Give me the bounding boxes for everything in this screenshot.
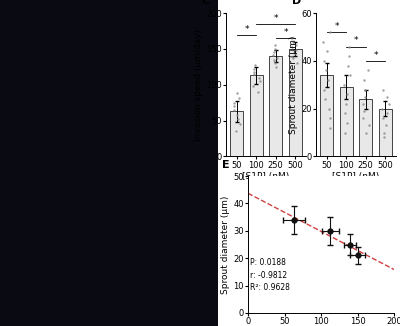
Point bbox=[323, 68, 330, 73]
Point bbox=[362, 87, 368, 92]
Text: P: 0.0188
r: -0.9812
R²: 0.9628: P: 0.0188 r: -0.9812 R²: 0.9628 bbox=[250, 258, 290, 292]
Point bbox=[361, 77, 367, 82]
Point bbox=[343, 101, 350, 107]
Point bbox=[271, 49, 278, 54]
Point bbox=[290, 39, 296, 44]
Point bbox=[237, 122, 243, 127]
Bar bbox=[379, 109, 392, 156]
Point bbox=[320, 39, 327, 44]
Point bbox=[231, 104, 238, 109]
Point bbox=[380, 130, 387, 135]
Point bbox=[293, 42, 299, 47]
Point bbox=[290, 55, 296, 60]
Point bbox=[380, 87, 386, 92]
Point bbox=[273, 64, 279, 69]
Point bbox=[386, 101, 392, 107]
Point bbox=[294, 61, 300, 66]
Text: E: E bbox=[222, 160, 229, 170]
Point bbox=[345, 63, 351, 68]
Text: *: * bbox=[283, 28, 288, 37]
Point bbox=[289, 45, 295, 50]
Point bbox=[342, 111, 348, 116]
Point bbox=[272, 61, 278, 66]
Point bbox=[343, 92, 350, 97]
Point bbox=[325, 77, 331, 82]
Bar bbox=[360, 99, 372, 156]
Point bbox=[327, 125, 333, 130]
Bar bbox=[230, 111, 243, 156]
Point bbox=[379, 106, 386, 111]
Point bbox=[293, 48, 299, 53]
Point bbox=[231, 107, 238, 112]
Bar bbox=[270, 56, 282, 156]
Y-axis label: Invasion speed (μm/day): Invasion speed (μm/day) bbox=[194, 29, 203, 141]
Bar bbox=[250, 75, 262, 156]
Point bbox=[341, 130, 348, 135]
Point bbox=[326, 30, 333, 35]
Point bbox=[273, 55, 280, 60]
Point bbox=[359, 101, 366, 107]
Point bbox=[360, 116, 366, 121]
Text: *: * bbox=[373, 51, 378, 60]
Point bbox=[341, 82, 347, 87]
Point bbox=[380, 116, 386, 121]
Point bbox=[270, 52, 276, 57]
Point bbox=[289, 36, 296, 41]
Point bbox=[346, 53, 352, 59]
Point bbox=[235, 117, 242, 122]
Point bbox=[271, 57, 278, 62]
Point bbox=[381, 135, 388, 140]
Y-axis label: Sprout diameter (μm): Sprout diameter (μm) bbox=[222, 195, 230, 294]
Point bbox=[272, 43, 279, 48]
Point bbox=[250, 83, 256, 89]
Point bbox=[363, 130, 370, 135]
Point bbox=[327, 116, 333, 121]
Text: *: * bbox=[244, 25, 249, 34]
Point bbox=[230, 100, 237, 105]
Point bbox=[272, 46, 278, 52]
Point bbox=[384, 111, 390, 116]
Point bbox=[322, 96, 328, 102]
Point bbox=[365, 68, 371, 73]
Point bbox=[252, 62, 258, 67]
Point bbox=[234, 112, 241, 117]
Text: D: D bbox=[292, 0, 301, 7]
Point bbox=[346, 73, 353, 78]
Point bbox=[251, 67, 257, 72]
Point bbox=[321, 87, 327, 92]
Bar bbox=[289, 49, 302, 156]
Text: *: * bbox=[354, 36, 358, 45]
Point bbox=[256, 79, 263, 84]
Text: C: C bbox=[202, 0, 210, 7]
Point bbox=[382, 123, 389, 128]
Text: *: * bbox=[334, 22, 339, 31]
Point bbox=[326, 106, 332, 111]
Point bbox=[236, 95, 242, 100]
Point bbox=[251, 69, 257, 74]
Point bbox=[254, 89, 261, 95]
Y-axis label: Sprout diameter (μm): Sprout diameter (μm) bbox=[290, 36, 298, 134]
Point bbox=[360, 109, 367, 114]
Text: *: * bbox=[274, 14, 278, 23]
X-axis label: [S1P] (nM): [S1P] (nM) bbox=[332, 172, 380, 182]
Point bbox=[346, 44, 352, 49]
Point bbox=[292, 51, 298, 56]
Point bbox=[366, 123, 372, 128]
Point bbox=[324, 49, 330, 54]
Point bbox=[251, 71, 258, 77]
Point bbox=[255, 75, 262, 80]
Point bbox=[384, 94, 390, 99]
X-axis label: [S1P] (nM): [S1P] (nM) bbox=[242, 172, 290, 182]
Bar bbox=[320, 75, 333, 156]
Point bbox=[361, 94, 368, 99]
Point bbox=[321, 58, 327, 64]
Point bbox=[233, 129, 239, 134]
Bar bbox=[340, 87, 352, 156]
Point bbox=[234, 91, 241, 96]
Point bbox=[344, 120, 350, 126]
